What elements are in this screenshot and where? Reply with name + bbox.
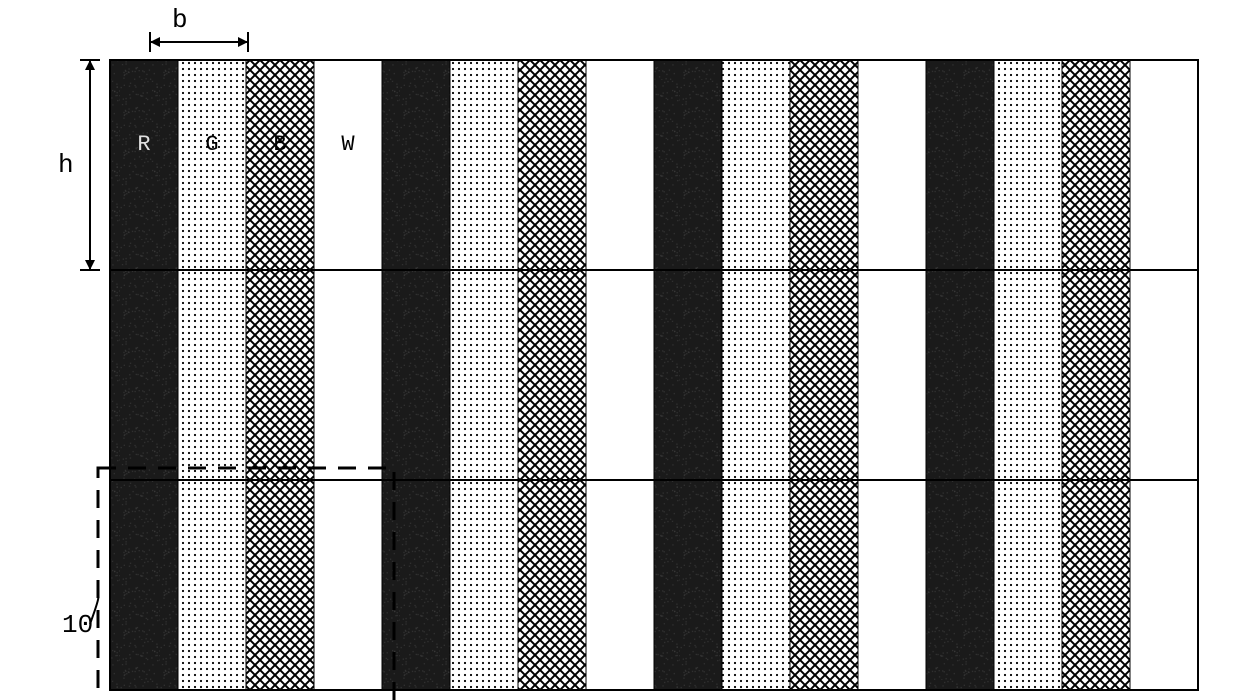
subpixel-R <box>110 480 178 690</box>
subpixel-G <box>450 270 518 480</box>
subpixel-B <box>246 270 314 480</box>
subpixel-W <box>858 270 926 480</box>
subpixel-G <box>722 480 790 690</box>
diagram-stage: R G B W b h 10 <box>0 0 1239 700</box>
subpixel-W <box>858 60 926 270</box>
subpixel-R <box>382 60 450 270</box>
subpixel-B <box>518 60 586 270</box>
subpixel-B <box>790 480 858 690</box>
subpixel-R <box>110 60 178 270</box>
subpixel-B <box>1062 60 1130 270</box>
subpixel-R <box>382 270 450 480</box>
label-ref10: 10 <box>62 610 93 640</box>
subpixel-B <box>518 480 586 690</box>
subpixel-W <box>314 480 382 690</box>
subpixel-R <box>110 270 178 480</box>
subpixel-R <box>654 270 722 480</box>
label-subpixel-G: G <box>205 132 218 157</box>
subpixel-W <box>1130 480 1198 690</box>
subpixel-R <box>382 480 450 690</box>
subpixel-W <box>586 480 654 690</box>
subpixel-G <box>722 60 790 270</box>
subpixel-R <box>926 480 994 690</box>
subpixel-R <box>654 60 722 270</box>
subpixel-G <box>450 60 518 270</box>
subpixel-G <box>178 480 246 690</box>
subpixel-G <box>178 60 246 270</box>
label-subpixel-R: R <box>137 132 150 157</box>
subpixel-B <box>790 270 858 480</box>
subpixel-W <box>314 270 382 480</box>
label-b: b <box>172 5 188 35</box>
subpixel-B <box>1062 480 1130 690</box>
label-subpixel-W: W <box>341 132 355 157</box>
subpixel-B <box>246 60 314 270</box>
label-subpixel-B: B <box>273 132 286 157</box>
subpixel-W <box>1130 60 1198 270</box>
subpixel-G <box>450 480 518 690</box>
subpixel-G <box>178 270 246 480</box>
subpixel-G <box>722 270 790 480</box>
subpixel-R <box>926 60 994 270</box>
subpixel-R <box>926 270 994 480</box>
label-h: h <box>58 150 74 180</box>
subpixel-W <box>858 480 926 690</box>
subpixel-B <box>518 270 586 480</box>
subpixel-B <box>246 480 314 690</box>
subpixel-R <box>654 480 722 690</box>
subpixel-W <box>586 60 654 270</box>
subpixel-G <box>994 270 1062 480</box>
subpixel-W <box>586 270 654 480</box>
subpixel-W <box>314 60 382 270</box>
subpixel-W <box>1130 270 1198 480</box>
subpixel-G <box>994 60 1062 270</box>
subpixel-B <box>790 60 858 270</box>
pixel-grid-svg: RGBW <box>0 0 1239 700</box>
subpixel-B <box>1062 270 1130 480</box>
subpixel-G <box>994 480 1062 690</box>
